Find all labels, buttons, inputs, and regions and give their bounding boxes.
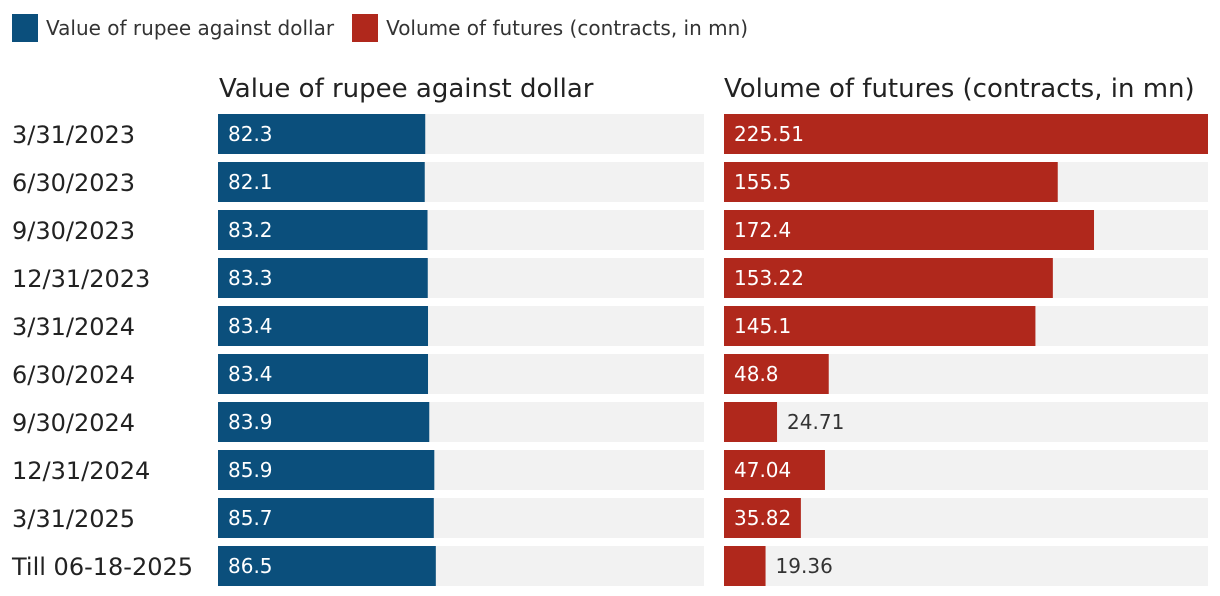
bar-rupee	[218, 162, 425, 202]
bar-rupee	[218, 450, 435, 490]
data-label-rupee: 83.4	[228, 314, 273, 338]
bar-rupee	[218, 258, 428, 298]
bar-futures	[724, 306, 1036, 346]
data-label-futures: 24.71	[787, 410, 844, 434]
category-label: 3/31/2024	[12, 313, 135, 341]
bar-rupee	[218, 210, 428, 250]
data-label-rupee: 83.3	[228, 266, 273, 290]
bar-futures	[724, 162, 1058, 202]
bar-rupee	[218, 114, 426, 154]
data-label-rupee: 83.2	[228, 218, 273, 242]
data-label-futures: 47.04	[734, 458, 791, 482]
data-label-futures: 35.82	[734, 506, 791, 530]
bar-futures	[724, 546, 766, 586]
category-label: 9/30/2023	[12, 217, 135, 245]
category-label: 9/30/2024	[12, 409, 135, 437]
category-label: 12/31/2024	[12, 457, 150, 485]
data-label-rupee: 82.1	[228, 170, 273, 194]
legend-label-rupee: Value of rupee against dollar	[46, 16, 335, 40]
legend: Value of rupee against dollar Volume of …	[12, 13, 766, 43]
data-label-rupee: 85.9	[228, 458, 273, 482]
data-label-futures: 145.1	[734, 314, 791, 338]
legend-swatch-rupee	[12, 14, 38, 42]
data-label-rupee: 82.3	[228, 122, 273, 146]
bar-futures	[724, 258, 1053, 298]
bar-futures	[724, 114, 1208, 154]
data-label-futures: 155.5	[734, 170, 791, 194]
category-label: 12/31/2023	[12, 265, 150, 293]
data-label-rupee: 86.5	[228, 554, 273, 578]
bar-rupee	[218, 354, 429, 394]
category-label: 3/31/2023	[12, 121, 135, 149]
legend-item-futures: Volume of futures (contracts, in mn)	[352, 14, 748, 42]
bar-track-futures	[724, 402, 1208, 442]
category-label: 3/31/2025	[12, 505, 135, 533]
panel-title-rupee: Value of rupee against dollar	[219, 74, 594, 104]
data-label-rupee: 83.9	[228, 410, 273, 434]
bar-track-futures	[724, 546, 1208, 586]
bar-futures	[724, 210, 1095, 250]
bar-futures	[724, 402, 778, 442]
category-label: 6/30/2024	[12, 361, 135, 389]
data-label-rupee: 83.4	[228, 362, 273, 386]
bar-rupee	[218, 402, 430, 442]
data-label-futures: 48.8	[734, 362, 779, 386]
bar-futures	[724, 354, 829, 394]
bar-rupee	[218, 306, 429, 346]
data-label-futures: 153.22	[734, 266, 804, 290]
data-label-futures: 172.4	[734, 218, 791, 242]
data-label-futures: 225.51	[734, 122, 804, 146]
legend-swatch-futures	[352, 14, 379, 42]
bar-futures	[724, 450, 825, 490]
panel-title-futures: Volume of futures (contracts, in mn)	[724, 74, 1195, 104]
data-label-futures: 19.36	[776, 554, 833, 578]
category-label: Till 06-18-2025	[11, 553, 193, 581]
category-label: 6/30/2023	[12, 169, 135, 197]
bar-futures	[724, 498, 801, 538]
bar-rupee	[218, 546, 436, 586]
bar-track-futures	[724, 498, 1208, 538]
legend-label-futures: Volume of futures (contracts, in mn)	[386, 16, 749, 40]
legend-item-rupee: Value of rupee against dollar	[12, 14, 334, 42]
data-label-rupee: 85.7	[228, 506, 273, 530]
bar-rupee	[218, 498, 434, 538]
